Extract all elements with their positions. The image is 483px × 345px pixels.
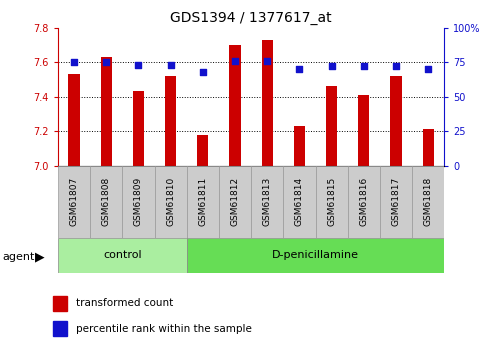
Bar [294,126,305,166]
Text: GSM61813: GSM61813 [263,177,272,226]
Text: GSM61807: GSM61807 [70,177,79,226]
Text: agent: agent [2,252,35,262]
Bar [390,76,402,166]
Bar [197,135,209,166]
Point [425,66,432,72]
Point [199,69,207,75]
Bar [251,166,284,238]
Bar [326,86,337,166]
Bar [219,166,251,238]
Text: GSM61809: GSM61809 [134,177,143,226]
Bar [133,91,144,166]
Point [231,58,239,63]
Bar [155,166,187,238]
Bar [187,238,444,273]
Bar [284,166,315,238]
Text: ▶: ▶ [35,250,44,264]
Point [263,58,271,63]
Bar [380,166,412,238]
Bar [358,95,369,166]
Text: control: control [103,250,142,260]
Point [360,63,368,69]
Bar [90,166,122,238]
Point [70,59,78,65]
Bar [122,166,155,238]
Text: D-penicillamine: D-penicillamine [272,250,359,260]
Bar [187,166,219,238]
Text: GSM61812: GSM61812 [230,177,240,226]
Bar [58,238,187,273]
Text: GSM61811: GSM61811 [199,177,207,226]
Bar [262,40,273,166]
Title: GDS1394 / 1377617_at: GDS1394 / 1377617_at [170,11,332,25]
Bar [229,45,241,166]
Bar [53,296,68,311]
Point [135,62,142,68]
Text: GSM61814: GSM61814 [295,177,304,226]
Bar [58,166,90,238]
Point [392,63,400,69]
Text: GSM61810: GSM61810 [166,177,175,226]
Bar [100,57,112,166]
Text: GSM61808: GSM61808 [102,177,111,226]
Bar [315,166,348,238]
Text: GSM61816: GSM61816 [359,177,369,226]
Text: GSM61817: GSM61817 [392,177,400,226]
Bar [53,321,68,336]
Point [296,66,303,72]
Bar [423,129,434,166]
Text: transformed count: transformed count [76,298,173,308]
Bar [165,76,176,166]
Text: GSM61818: GSM61818 [424,177,433,226]
Text: percentile rank within the sample: percentile rank within the sample [76,324,252,334]
Point [167,62,174,68]
Point [102,59,110,65]
Bar [348,166,380,238]
Bar [69,74,80,166]
Bar [412,166,444,238]
Text: GSM61815: GSM61815 [327,177,336,226]
Point [328,63,336,69]
